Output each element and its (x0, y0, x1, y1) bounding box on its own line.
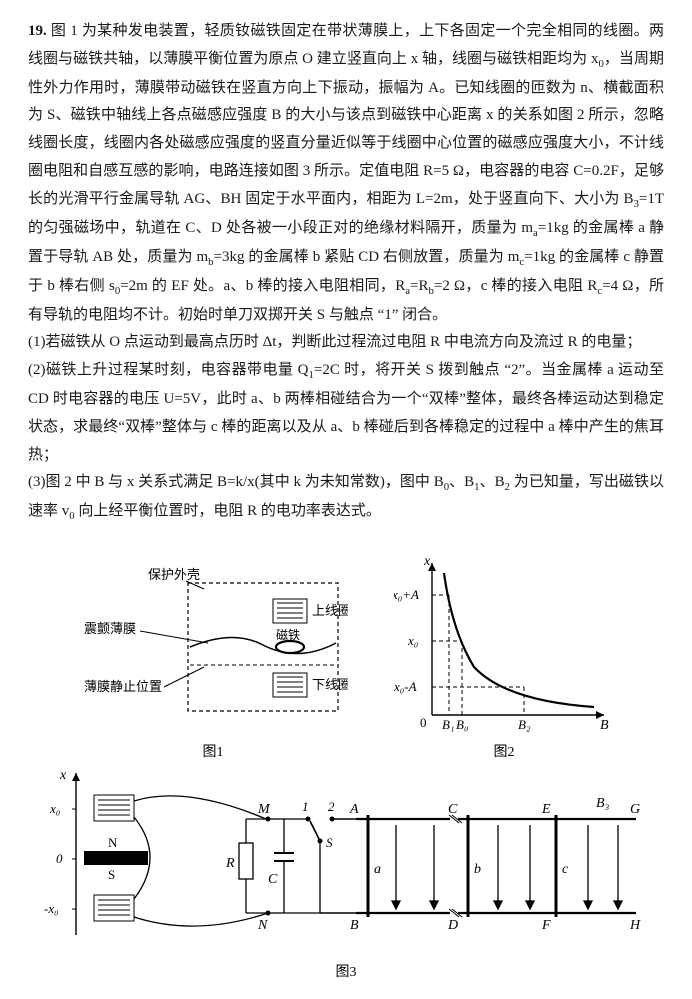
svg-text:H: H (629, 918, 641, 933)
fig1-caption: 图1 (203, 741, 224, 761)
problem-body: 19. 图 1 为某种发电装置，轻质钕磁铁固定在带状薄膜上，上下各固定一个完全相… (28, 18, 664, 329)
svg-text:C: C (268, 872, 278, 887)
svg-text:x: x (59, 768, 67, 783)
svg-text:B₁: B₁ (442, 717, 454, 732)
svg-text:D: D (447, 918, 458, 933)
svg-text:a: a (374, 862, 381, 877)
svg-text:S: S (326, 835, 333, 850)
svg-text:-x₀: -x₀ (44, 901, 59, 916)
svg-text:N: N (108, 835, 118, 850)
fig1-topcoil-label: 上线圈 (312, 603, 348, 618)
svg-text:x₀: x₀ (407, 633, 418, 648)
svg-text:S: S (108, 867, 115, 882)
svg-text:R: R (225, 856, 235, 871)
figure-3: x x₀ 0 -x₀ N S (36, 765, 656, 981)
figure-2: x B 0 x₀+A x₀ x₀-A B₁ B₀ (394, 555, 614, 761)
svg-text:b: b (474, 862, 481, 877)
svg-text:B₀: B₀ (456, 717, 468, 732)
svg-text:G: G (630, 802, 640, 817)
svg-text:E: E (541, 802, 551, 817)
svg-text:F: F (541, 918, 551, 933)
svg-text:B: B (350, 918, 359, 933)
svg-text:C: C (448, 802, 458, 817)
fig3-caption: 图3 (336, 961, 357, 981)
svg-text:2: 2 (328, 799, 335, 814)
fig1-magnet-label: 磁铁 (276, 627, 300, 642)
fig1-rest-label: 薄膜静止位置 (84, 679, 162, 694)
fig1-botcoil-label: 下线圈 (312, 677, 348, 692)
svg-text:0: 0 (420, 715, 427, 730)
fig1-membrane-label: 震颤薄膜 (84, 621, 136, 636)
question-1: (1)若磁铁从 O 点运动到最高点历时 Δt，判断此过程流过电阻 R 中电流方向… (28, 329, 664, 357)
svg-text:B₃: B₃ (596, 796, 610, 811)
fig2-caption: 图2 (494, 741, 515, 761)
svg-text:1: 1 (302, 799, 309, 814)
fig1-shell-label: 保护外壳 (148, 567, 200, 582)
problem-number: 19. (28, 23, 47, 39)
figure-1: 上线圈 下线圈 磁铁 保护外壳 (78, 565, 348, 761)
svg-text:A: A (349, 802, 359, 817)
svg-text:c: c (562, 862, 569, 877)
question-2: (2)磁铁上升过程某时刻，电容器带电量 Q1=2C 时，将开关 S 拨到触点 “… (28, 357, 664, 469)
svg-text:N: N (257, 918, 268, 933)
question-3: (3)图 2 中 B 与 x 关系式满足 B=k/x(其中 k 为未知常数)，图… (28, 469, 664, 527)
problem-main: 图 1 为某种发电装置，轻质钕磁铁固定在带状薄膜上，上下各固定一个完全相同的线圈… (28, 23, 664, 323)
svg-text:B₂: B₂ (518, 717, 531, 732)
svg-text:M: M (257, 802, 271, 817)
svg-text:x: x (423, 555, 431, 569)
svg-text:x₀-A: x₀-A (394, 679, 417, 694)
svg-text:B: B (600, 718, 609, 733)
svg-text:x₀+A: x₀+A (394, 587, 419, 602)
svg-text:0: 0 (56, 851, 63, 866)
svg-text:x₀: x₀ (49, 801, 60, 816)
